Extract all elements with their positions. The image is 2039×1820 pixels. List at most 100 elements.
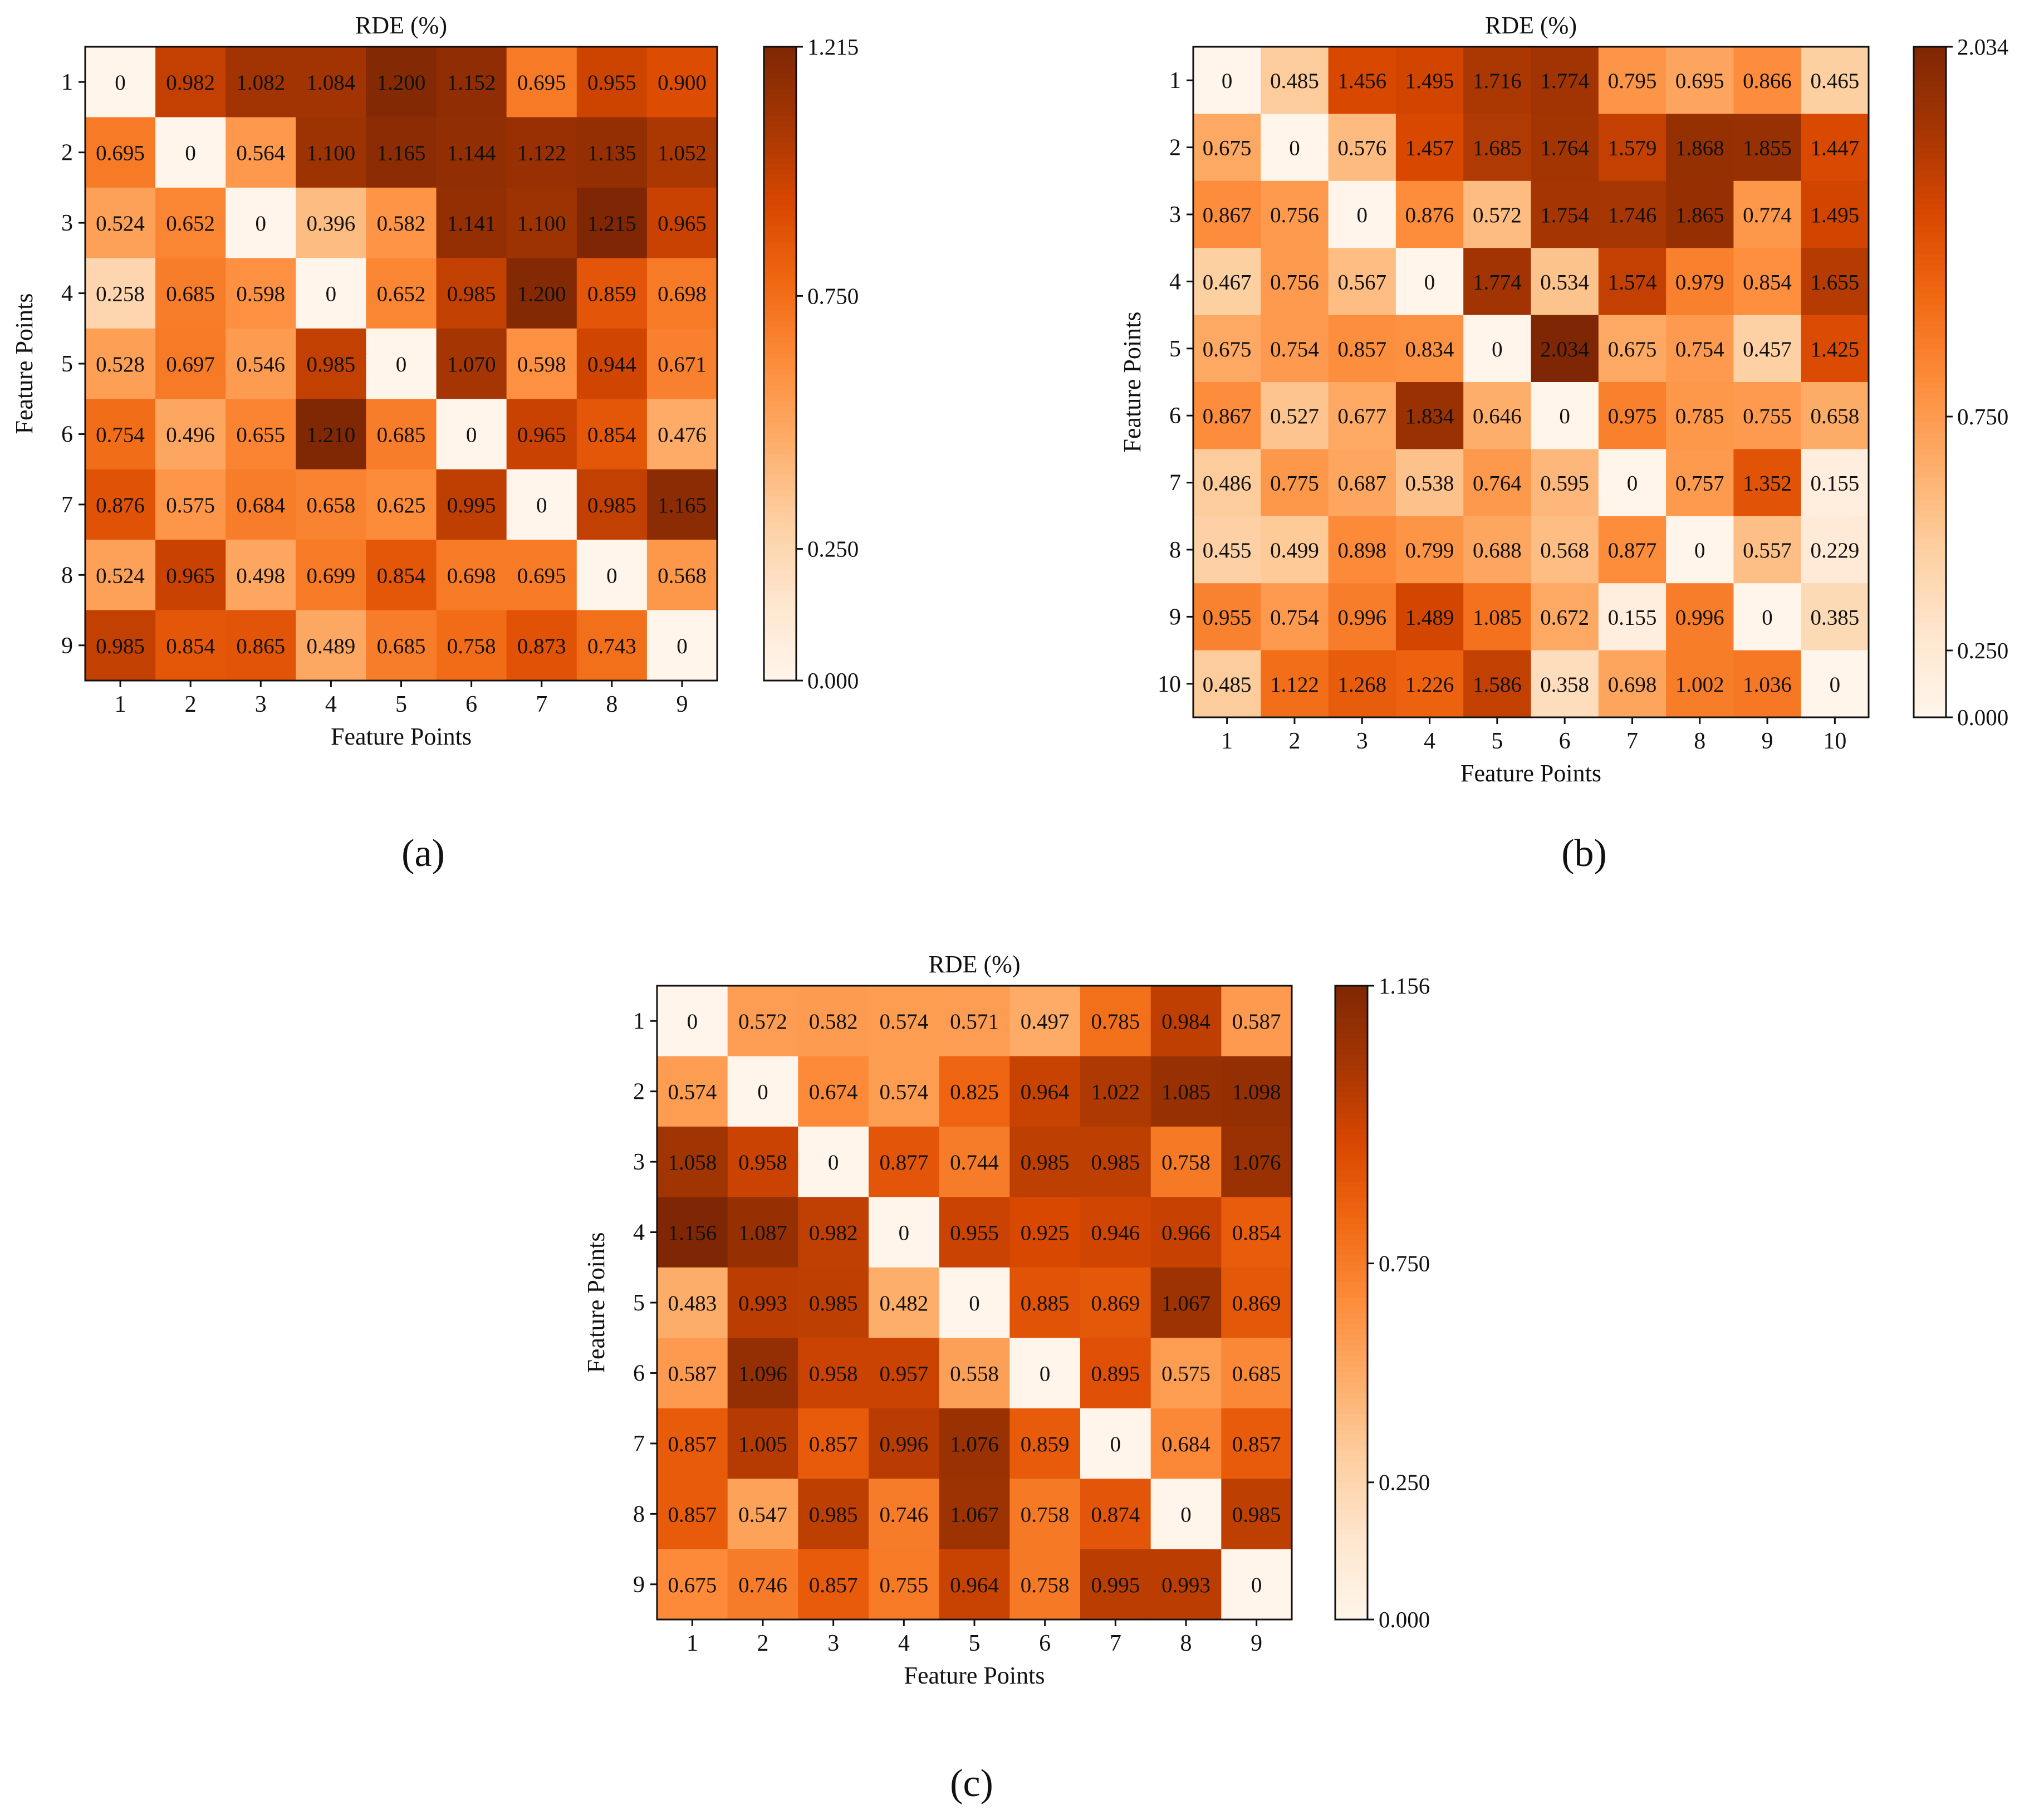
- colorbar-segment: [1914, 331, 1946, 338]
- cell-value-label: 0.958: [809, 1362, 858, 1386]
- colorbar-segment: [764, 110, 796, 116]
- colorbar-segment: [1914, 410, 1946, 416]
- heatmap-cell: [576, 117, 648, 188]
- colorbar-segment: [1914, 220, 1946, 226]
- heatmap-cell: [1328, 516, 1396, 584]
- cell-value-label: 0.982: [166, 71, 215, 95]
- colorbar-segment: [1335, 1466, 1367, 1472]
- x-tick-label: 8: [606, 692, 617, 717]
- heatmap-cell: [1531, 382, 1599, 449]
- colorbar-frame: [1913, 46, 1947, 718]
- cell-value-label: 0.568: [1540, 539, 1589, 562]
- heatmap-cell: [155, 187, 226, 258]
- colorbar-segment: [1914, 421, 1946, 428]
- colorbar-segment: [1335, 1281, 1367, 1288]
- cell-value-label: 0.485: [1203, 673, 1252, 697]
- colorbar-segment: [764, 490, 796, 496]
- cell-value-label: 0.658: [1810, 404, 1859, 428]
- x-tick-label: 10: [1823, 728, 1846, 754]
- colorbar-segment: [1914, 617, 1946, 623]
- cell-value-label: 0.854: [1232, 1221, 1281, 1245]
- colorbar-segment: [1914, 119, 1946, 126]
- cell-value-label: 1.268: [1337, 673, 1386, 697]
- colorbar-segment: [764, 649, 796, 655]
- colorbar-segment: [1914, 315, 1946, 321]
- heatmap-cell: [1733, 516, 1802, 584]
- heatmap-cell: [1221, 1267, 1292, 1338]
- heatmap-cell: [1463, 449, 1532, 517]
- cell-value-label: 0.574: [879, 1080, 928, 1104]
- heatmap-cell: [1733, 47, 1802, 114]
- y-tick-label: 2: [61, 140, 73, 166]
- colorbar-segment: [1914, 561, 1946, 567]
- cell-value-label: 1.746: [1608, 203, 1657, 227]
- colorbar-segment: [1335, 1212, 1367, 1219]
- heatmap-cell: [1666, 650, 1734, 718]
- heatmap-cell: [1463, 382, 1532, 449]
- colorbar-tick-label: 2.034: [1957, 34, 2008, 60]
- heatmap-cell: [869, 1479, 940, 1550]
- colorbar-segment: [764, 469, 796, 475]
- colorbar-segment: [764, 200, 796, 206]
- heatmap-cell: [1150, 1267, 1222, 1338]
- y-tick-label: 1: [633, 1009, 645, 1034]
- y-axis-label: Feature Points: [11, 293, 38, 434]
- colorbar-segment: [1335, 1334, 1367, 1340]
- colorbar-segment: [1914, 589, 1946, 595]
- cell-value-label: 0.874: [1091, 1503, 1140, 1527]
- colorbar-segment: [1914, 153, 1946, 159]
- colorbar-segment: [1335, 1350, 1367, 1356]
- colorbar-segment: [1335, 1260, 1367, 1266]
- heatmap-cell: [1009, 1408, 1081, 1479]
- colorbar-segment: [1914, 253, 1946, 260]
- colorbar-segment: [764, 543, 796, 549]
- x-tick-label: 2: [757, 1631, 769, 1656]
- heatmap-cell: [1463, 47, 1532, 114]
- heatmap-cell: [155, 469, 226, 540]
- cell-value-label: 0: [1040, 1362, 1051, 1386]
- heatmap-cell: [1261, 516, 1329, 584]
- colorbar-segment: [1335, 1239, 1367, 1245]
- x-tick-label: 8: [1180, 1631, 1192, 1656]
- colorbar-segment: [1914, 639, 1946, 645]
- colorbar-segment: [1335, 1603, 1367, 1609]
- heatmap-cell: [1801, 248, 1869, 316]
- heatmap-cell: [1328, 650, 1396, 718]
- colorbar-segment: [1335, 1529, 1367, 1536]
- heatmap-cell: [1080, 1056, 1151, 1127]
- cell-value-label: 0.859: [1021, 1432, 1070, 1456]
- colorbar-segment: [1335, 1044, 1367, 1050]
- colorbar-segment: [764, 284, 796, 291]
- heatmap-cell: [436, 328, 507, 399]
- cell-value-label: 0.979: [1675, 270, 1724, 294]
- colorbar-segment: [1335, 1344, 1367, 1351]
- cell-value-label: 0.685: [166, 282, 215, 306]
- heatmap-cell: [1080, 1197, 1151, 1268]
- colorbar-segment: [764, 179, 796, 185]
- heatmap-cell: [155, 610, 226, 681]
- colorbar-segment: [764, 400, 796, 407]
- colorbar-segment: [764, 67, 796, 74]
- heatmap-cell: [1009, 1197, 1081, 1268]
- cell-value-label: 0.672: [1540, 605, 1589, 629]
- cell-value-label: 1.774: [1540, 69, 1589, 93]
- cell-value-label: 0.587: [668, 1362, 717, 1386]
- heatmap-cell: [155, 117, 226, 188]
- heatmap-cell: [1733, 382, 1802, 449]
- colorbar-segment: [1914, 538, 1946, 545]
- cell-value-label: 0.865: [236, 634, 285, 658]
- cell-value-label: 1.489: [1405, 605, 1454, 629]
- heatmap-cell: [296, 258, 367, 329]
- colorbar-segment: [764, 432, 796, 438]
- heatmap-cell: [366, 540, 437, 611]
- colorbar-segment: [1914, 125, 1946, 131]
- colorbar-segment: [764, 337, 796, 343]
- cell-value-label: 0.646: [1473, 404, 1522, 428]
- colorbar-segment: [1914, 460, 1946, 467]
- x-tick-label: 9: [676, 692, 688, 717]
- cell-value-label: 1.352: [1743, 472, 1792, 496]
- colorbar-segment: [1914, 270, 1946, 277]
- colorbar-segment: [764, 147, 796, 153]
- heatmap-cell: [506, 258, 577, 329]
- colorbar-segment: [1335, 1318, 1367, 1324]
